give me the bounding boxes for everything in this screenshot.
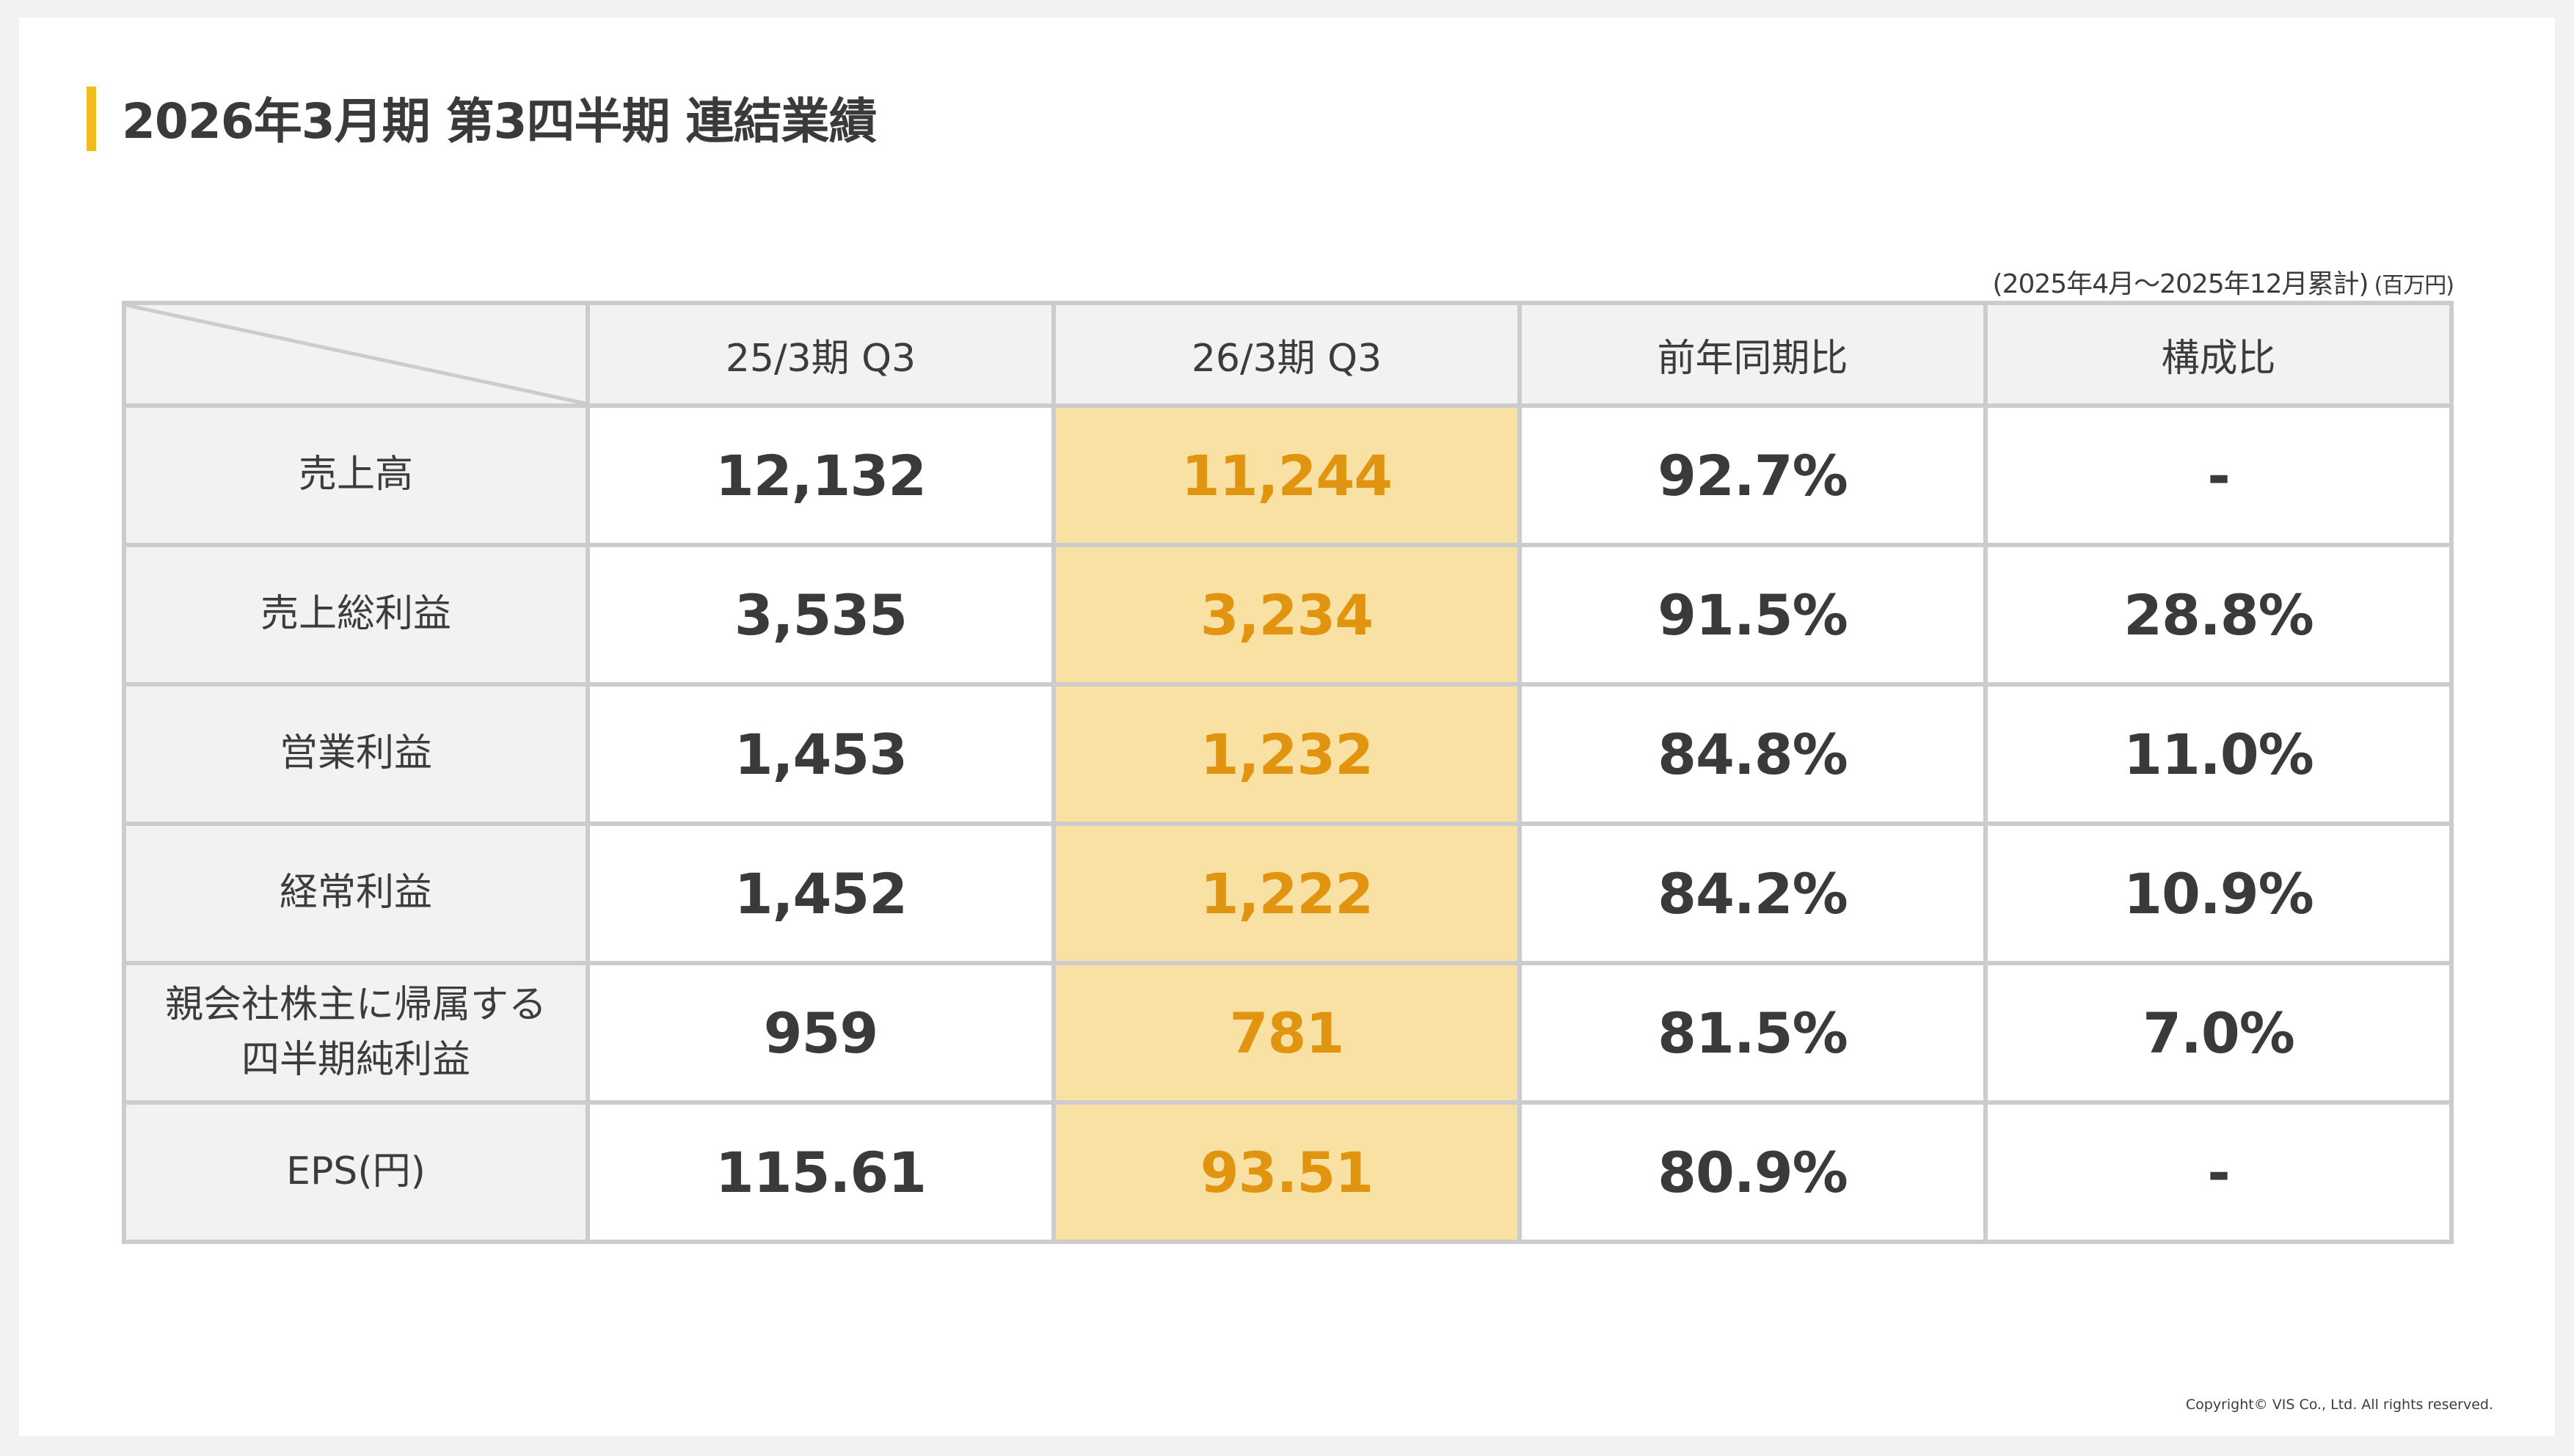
header-composition: 構成比 [1983, 301, 2454, 408]
value-yoy: 92.7% [1517, 403, 1988, 547]
value-yoy: 84.8% [1517, 682, 1988, 826]
value-ratio: 28.8% [1983, 543, 2454, 687]
table-row-net-income: 親会社株主に帰属する 四半期純利益 959 781 81.5% 7.0% [122, 961, 2454, 1105]
row-label-text: 営業利益 [279, 731, 432, 776]
value-prev: 1,452 [586, 822, 1056, 965]
table-row-eps: EPS(円) 115.61 93.51 80.9% - [122, 1100, 2454, 1244]
value-curr: 1,232 [1051, 682, 1522, 826]
value-ratio: 10.9% [1983, 822, 2454, 965]
page-title: 2026年3月期 第3四半期 連結業績 [122, 93, 877, 150]
table-row-sales: 売上高 12,132 11,244 92.7% - [122, 403, 2454, 547]
row-label-text: EPS(円) [286, 1149, 426, 1194]
value-prev: 1,453 [586, 682, 1056, 826]
row-label: 経常利益 [122, 822, 590, 965]
row-label-text: 売上高 [298, 453, 413, 497]
value-curr: 781 [1051, 961, 1522, 1105]
row-label: 売上総利益 [122, 543, 590, 687]
header-yoy: 前年同期比 [1517, 301, 1988, 408]
header-corner-cell [122, 301, 590, 408]
table-header-row: 25/3期 Q3 26/3期 Q3 前年同期比 構成比 [122, 301, 2454, 408]
results-table: 25/3期 Q3 26/3期 Q3 前年同期比 構成比 売上高 12,132 1… [122, 301, 2454, 1244]
value-ratio: - [1983, 1100, 2454, 1244]
value-prev: 12,132 [586, 403, 1056, 547]
value-ratio: 7.0% [1983, 961, 2454, 1105]
copyright: Copyright© VIS Co., Ltd. All rights rese… [2185, 1397, 2493, 1413]
row-label: 親会社株主に帰属する 四半期純利益 [122, 961, 590, 1105]
period-note: (2025年4月〜2025年12月累計) [1992, 269, 2369, 299]
row-label-text: 売上総利益 [260, 592, 451, 637]
value-prev: 959 [586, 961, 1056, 1105]
row-label-text: 経常利益 [279, 871, 432, 915]
header-curr-q3: 26/3期 Q3 [1051, 301, 1522, 408]
value-prev: 115.61 [586, 1100, 1056, 1244]
header-prev-q3: 25/3期 Q3 [586, 301, 1056, 408]
value-curr: 1,222 [1051, 822, 1522, 965]
row-label-text: 親会社株主に帰属する [164, 982, 547, 1027]
row-label: 営業利益 [122, 682, 590, 826]
row-label: EPS(円) [122, 1100, 590, 1244]
value-ratio: - [1983, 403, 2454, 547]
diagonal-line [126, 305, 586, 403]
unit-label: (百万円) [2374, 273, 2454, 299]
value-prev: 3,535 [586, 543, 1056, 687]
table-row-operating-profit: 営業利益 1,453 1,232 84.8% 11.0% [122, 682, 2454, 826]
value-yoy: 91.5% [1517, 543, 1988, 687]
title-accent-bar [87, 87, 96, 151]
value-yoy: 81.5% [1517, 961, 1988, 1105]
value-curr: 93.51 [1051, 1100, 1522, 1244]
value-curr: 3,234 [1051, 543, 1522, 687]
row-label-text-line2: 四半期純利益 [241, 1038, 470, 1082]
value-curr: 11,244 [1051, 403, 1522, 547]
value-yoy: 80.9% [1517, 1100, 1988, 1244]
row-label: 売上高 [122, 403, 590, 547]
unit-note: (2025年4月〜2025年12月累計) (百万円) [1993, 263, 2454, 301]
value-yoy: 84.2% [1517, 822, 1988, 965]
table-row-ordinary-profit: 経常利益 1,452 1,222 84.2% 10.9% [122, 822, 2454, 965]
table-row-gross-profit: 売上総利益 3,535 3,234 91.5% 28.8% [122, 543, 2454, 687]
value-ratio: 11.0% [1983, 682, 2454, 826]
